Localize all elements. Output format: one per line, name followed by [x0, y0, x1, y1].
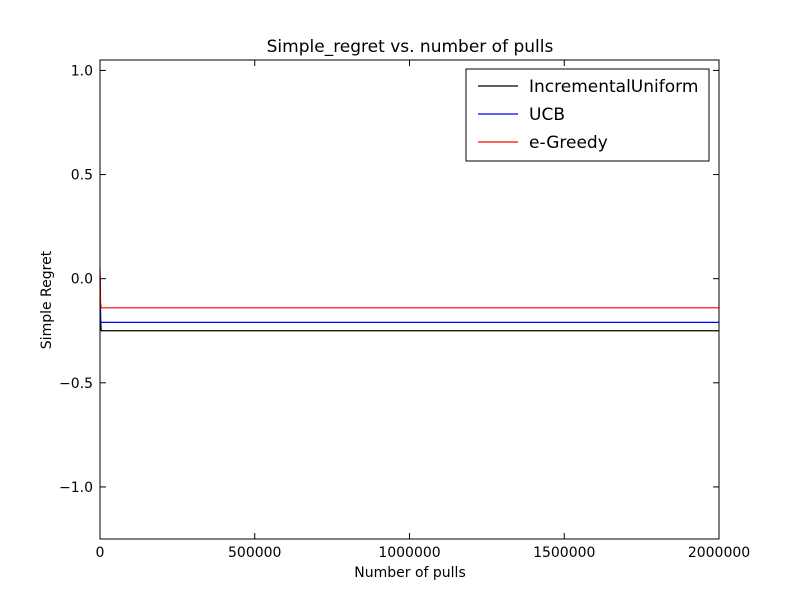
chart-title: Simple_regret vs. number of pulls — [267, 37, 554, 57]
x-axis-label: Number of pulls — [354, 565, 465, 581]
y-tick-label: 0.5 — [71, 168, 93, 184]
x-axis-ticks: 0 500000 1000000 1500000 2000000 — [96, 60, 750, 561]
y-tick-label: 1.0 — [71, 63, 93, 79]
legend: IncrementalUniform UCB e-Greedy — [465, 68, 710, 162]
legend-entries: IncrementalUniform UCB e-Greedy — [478, 77, 698, 153]
legend-label: e-Greedy — [529, 133, 608, 153]
x-tick-label: 1500000 — [533, 545, 595, 561]
y-tick-label: 0.0 — [71, 272, 93, 288]
y-tick-label: −1.0 — [59, 480, 93, 496]
legend-box — [465, 68, 710, 162]
legend-label: IncrementalUniform — [529, 77, 698, 97]
y-axis-ticks: −1.0 −0.5 0.0 0.5 1.0 — [59, 63, 719, 496]
x-tick-label: 500000 — [228, 545, 281, 561]
legend-label: UCB — [529, 105, 565, 125]
y-tick-label: −0.5 — [59, 376, 93, 392]
x-tick-label: 2000000 — [688, 545, 750, 561]
x-tick-label: 1000000 — [378, 545, 440, 561]
y-axis-label: Simple Regret — [39, 250, 55, 349]
x-tick-label: 0 — [96, 545, 105, 561]
